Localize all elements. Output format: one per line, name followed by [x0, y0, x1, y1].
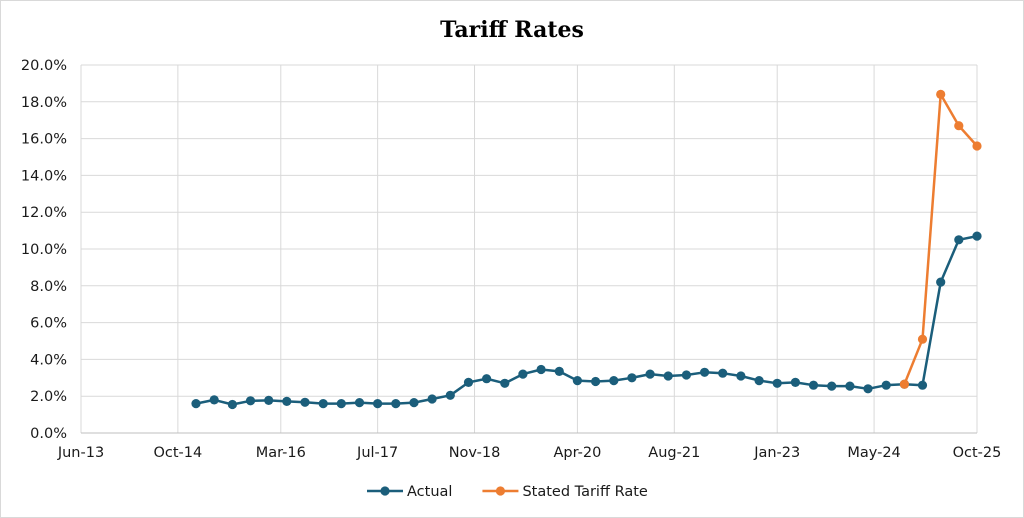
data-point	[227, 399, 237, 410]
x-tick-label: Nov-18	[449, 445, 501, 461]
data-point	[591, 376, 601, 387]
data-point	[336, 399, 346, 409]
y-tick-label: 8.0%	[30, 279, 67, 295]
data-point	[936, 89, 946, 99]
x-tick-label: May-24	[847, 445, 900, 461]
data-point	[972, 231, 982, 241]
x-tick-label: Apr-20	[554, 445, 602, 461]
y-tick-label: 12.0%	[21, 205, 67, 221]
y-tick-label: 4.0%	[30, 352, 67, 368]
gridlines	[80, 64, 978, 434]
data-point	[463, 377, 474, 387]
data-point	[663, 371, 673, 381]
data-point	[790, 377, 801, 387]
data-point	[245, 396, 256, 406]
data-point	[518, 369, 528, 379]
series-group	[191, 89, 982, 410]
data-point	[917, 380, 928, 390]
data-point	[409, 398, 419, 408]
data-point	[609, 376, 619, 386]
series-actual	[191, 231, 982, 410]
y-axis-tick-labels: 0.0% 2.0% 4.0% 6.0% 8.0% 10.0% 12.0% 14.0% 16.0%…	[21, 58, 67, 442]
data-point	[772, 378, 782, 388]
data-point	[191, 399, 201, 409]
data-point	[954, 235, 964, 245]
data-point	[954, 121, 964, 131]
y-tick-label: 16.0%	[21, 132, 67, 148]
x-tick-label: Jan-23	[753, 445, 800, 461]
data-point	[754, 376, 764, 386]
data-point	[445, 390, 455, 400]
y-tick-label: 6.0%	[30, 316, 67, 332]
series-line	[195, 234, 978, 406]
x-tick-label: Mar-16	[256, 445, 306, 461]
legend-label: Stated Tariff Rate	[522, 484, 647, 500]
data-point	[627, 373, 637, 383]
data-point	[808, 380, 819, 390]
x-axis-tick-labels: Jun-13 Oct-14 Mar-16 Jul-17 Nov-18 Apr-20 Aug-…	[57, 445, 1002, 461]
legend-marker	[380, 486, 390, 496]
data-point	[554, 366, 564, 376]
y-tick-label: 14.0%	[21, 168, 67, 184]
data-point	[936, 277, 946, 287]
data-point	[736, 371, 746, 381]
data-point	[863, 384, 873, 394]
chart-title: Tariff Rates	[440, 17, 584, 43]
legend-item: Stated Tariff Rate	[482, 484, 648, 500]
x-tick-label: Jun-13	[57, 445, 104, 461]
data-point	[845, 381, 855, 391]
data-point	[700, 367, 710, 377]
y-tick-label: 10.0%	[21, 242, 67, 258]
y-tick-label: 20.0%	[21, 58, 67, 74]
data-point	[264, 395, 274, 405]
data-point	[318, 399, 328, 409]
data-point	[899, 379, 910, 389]
data-point	[300, 397, 310, 407]
x-tick-label: Oct-14	[153, 445, 202, 461]
data-point	[282, 396, 292, 406]
y-tick-label: 2.0%	[30, 389, 67, 405]
legend-label: Actual	[407, 484, 452, 500]
data-point	[209, 395, 219, 405]
data-point	[354, 398, 365, 408]
legend: Actual Stated Tariff Rate	[367, 484, 648, 500]
legend-item: Actual	[367, 484, 452, 500]
data-point	[536, 364, 546, 375]
data-point	[572, 376, 583, 386]
data-point	[645, 369, 655, 379]
x-tick-label: Jul-17	[356, 445, 398, 461]
data-point	[391, 399, 401, 409]
data-point	[427, 394, 437, 404]
data-point	[972, 141, 982, 151]
y-tick-label: 18.0%	[21, 95, 67, 111]
data-point	[482, 374, 492, 384]
data-point	[500, 378, 510, 388]
legend-marker	[495, 486, 506, 496]
x-tick-label: Oct-25	[953, 445, 1002, 461]
data-point	[917, 334, 928, 344]
series-stated-tariff-rate	[899, 89, 982, 389]
data-point	[881, 380, 891, 390]
x-tick-label: Aug-21	[648, 445, 700, 461]
data-point	[373, 399, 383, 409]
data-point	[718, 368, 728, 378]
data-point	[827, 381, 837, 391]
data-point	[681, 370, 692, 380]
y-tick-label: 0.0%	[30, 426, 67, 442]
